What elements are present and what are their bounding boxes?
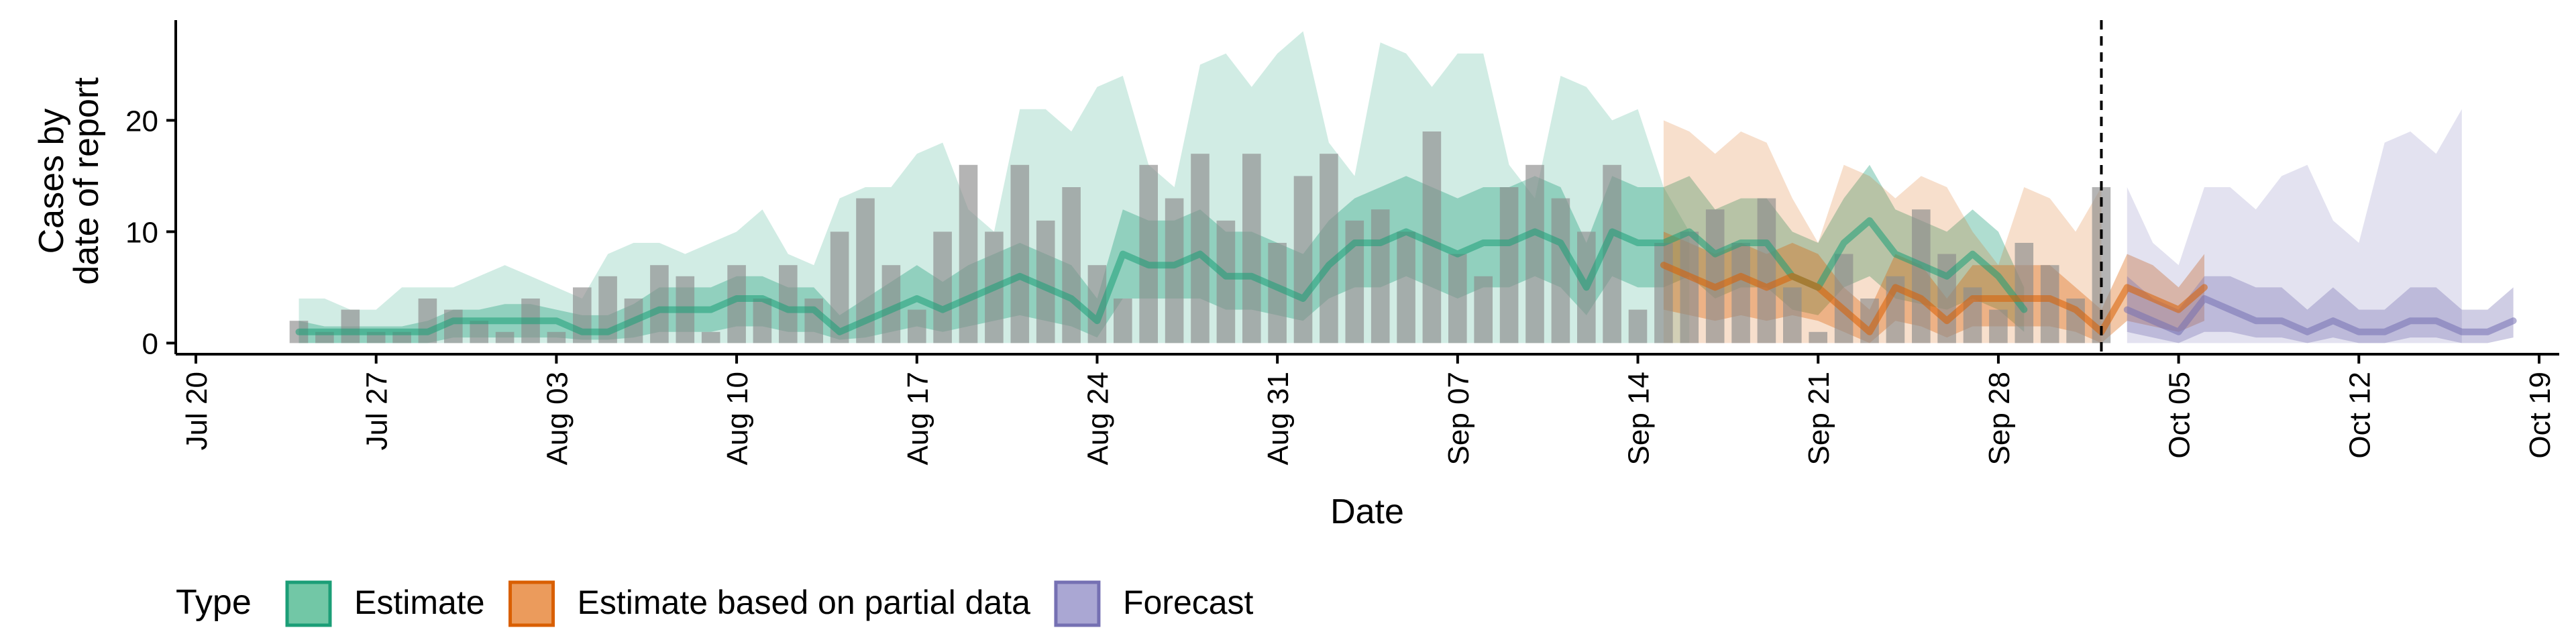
x-tick-label: Sep 14: [1623, 372, 1656, 465]
bar: [1603, 164, 1621, 343]
legend-label: Estimate based on partial data: [578, 584, 1031, 621]
legend-label: Forecast: [1123, 584, 1254, 621]
band-90-2: [2127, 109, 2462, 343]
x-tick-label: Oct 12: [2343, 372, 2376, 459]
bar: [1499, 187, 1519, 343]
bar: [1628, 309, 1648, 343]
median-line-1: [1660, 262, 2208, 335]
x-tick-label: Oct 19: [2524, 372, 2557, 459]
x-tick-label: Oct 05: [2163, 372, 2196, 459]
x-tick-label: Aug 10: [721, 372, 754, 465]
bar: [470, 321, 488, 343]
bar: [1680, 231, 1699, 343]
bar: [1165, 198, 1184, 343]
x-tick-label: Aug 17: [902, 372, 934, 465]
bar: [701, 331, 720, 343]
bar: [1010, 164, 1030, 343]
bar: [933, 231, 952, 343]
bar: [1191, 154, 1210, 343]
bar: [1525, 164, 1544, 343]
y-tick-label: 10: [125, 216, 158, 249]
bar: [1474, 276, 1493, 343]
bar: [1320, 154, 1338, 343]
bar: [1912, 209, 1931, 343]
legend-label: Estimate: [354, 584, 485, 621]
bar: [1397, 231, 1415, 343]
bar: [547, 331, 566, 343]
y-tick-label: 0: [142, 327, 158, 360]
bar: [1551, 198, 1570, 343]
x-tick-label: Aug 24: [1082, 372, 1115, 465]
bar: [1242, 154, 1261, 343]
bar: [1654, 243, 1673, 343]
x-tick-label: Aug 31: [1262, 372, 1295, 465]
bar: [1345, 220, 1364, 343]
bar: [1783, 287, 1802, 343]
y-tick-label: 20: [125, 105, 158, 138]
bar: [1834, 254, 1854, 343]
bar: [1989, 309, 2008, 343]
legend-key: [285, 580, 332, 627]
legend-key: [508, 580, 555, 627]
x-tick-label: Sep 28: [1983, 372, 2016, 465]
bar: [2015, 243, 2034, 343]
bar: [959, 164, 978, 343]
band-90-0: [299, 31, 1690, 343]
median-line-0: [295, 217, 2028, 335]
x-tick-label: Jul 20: [180, 372, 213, 450]
bar: [495, 331, 515, 343]
bar: [1757, 198, 1776, 343]
y-axis-label-line-2: date of report: [67, 77, 106, 285]
x-tick-label: Jul 27: [361, 372, 394, 450]
x-tick-label: Aug 03: [541, 372, 574, 465]
bar: [1216, 220, 1236, 343]
bar: [1809, 331, 1827, 343]
bar: [1705, 209, 1725, 343]
bar: [753, 299, 772, 343]
legend: Type Estimate Estimate based on partial d…: [176, 580, 1254, 627]
bar: [1062, 187, 1081, 343]
median-line-2: [2123, 295, 2517, 335]
band-50-2: [2127, 276, 2514, 343]
bar: [1731, 243, 1750, 343]
bar: [1448, 254, 1467, 343]
axes: 0 10 20 Jul 20 Jul 27 Aug 03 Aug 10 Aug 17 Aug 2…: [125, 20, 2559, 465]
bar: [804, 299, 823, 343]
legend-key: [1054, 580, 1101, 627]
bar: [1293, 176, 1313, 343]
bar: [908, 309, 926, 343]
bar: [1139, 164, 1158, 343]
bar: [341, 309, 360, 343]
x-axis-label: Date: [1330, 492, 1404, 531]
x-tick-label: Sep 07: [1442, 372, 1475, 465]
x-tick-label: Sep 21: [1803, 372, 1835, 465]
legend-title: Type: [176, 583, 252, 622]
bar: [1114, 299, 1132, 343]
bar: [418, 299, 437, 343]
median-lines: [295, 217, 2517, 335]
bar: [650, 265, 669, 343]
y-axis-label-line-1: Cases by: [32, 109, 71, 254]
y-axis-label: Cases by date of report: [32, 77, 106, 285]
bar: [1371, 209, 1390, 343]
